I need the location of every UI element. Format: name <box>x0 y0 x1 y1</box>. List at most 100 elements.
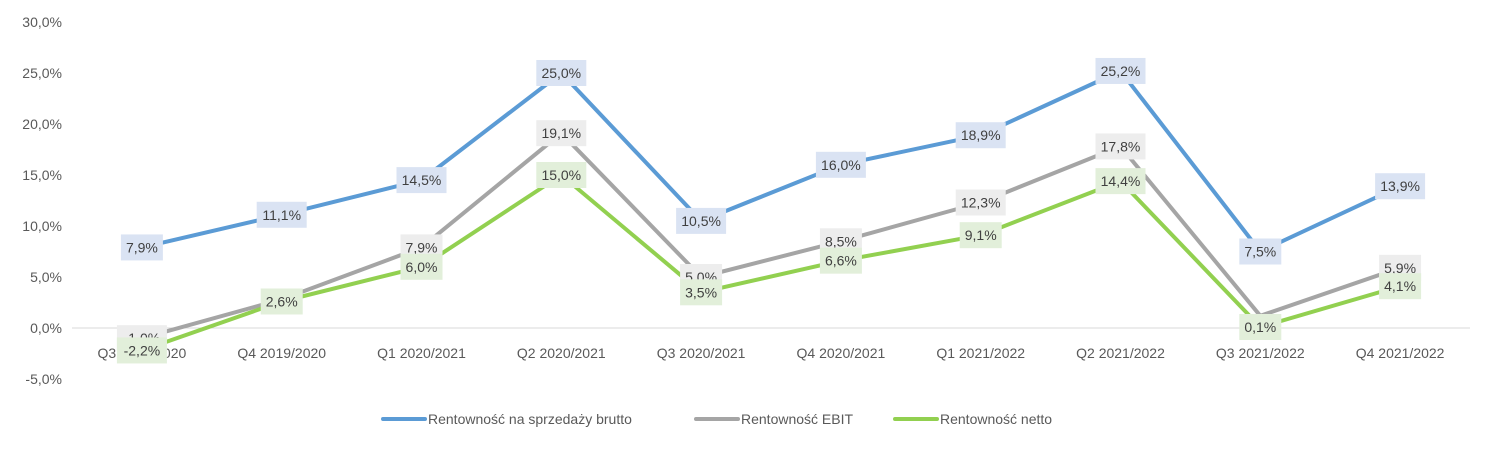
x-tick-label: Q1 2020/2021 <box>377 345 466 361</box>
data-label-box <box>959 222 1002 249</box>
data-label-text: 17,8% <box>1101 138 1141 154</box>
data-label: 6,6% <box>819 247 862 274</box>
data-label-box <box>1239 238 1282 265</box>
data-label: 14,4% <box>1095 168 1146 195</box>
data-label: 17,8% <box>1095 133 1146 160</box>
data-label-text: -2,2% <box>124 342 161 358</box>
legend-label: Rentowność EBIT <box>741 411 853 427</box>
legend: Rentowność na sprzedaży brutto Rentowność… <box>381 411 1052 427</box>
data-label-box <box>536 60 587 86</box>
data-label-text: 7,9% <box>126 239 158 255</box>
data-label-text: 5,9% <box>1384 260 1416 276</box>
data-label: 25,0% <box>536 60 587 86</box>
data-label: 4,1% <box>1379 273 1422 300</box>
data-label-box <box>120 234 163 261</box>
data-label-text: 6,6% <box>825 253 857 269</box>
data-label-box <box>1095 133 1146 160</box>
y-axis: -5,0% 0,0% 5,0% 10,0% 15,0% 20,0% 25,0% 30,0% <box>22 14 1470 387</box>
legend-item: Rentowność EBIT <box>694 411 853 427</box>
x-tick-label: Q3 2020/2021 <box>657 345 746 361</box>
data-label-text: 12,3% <box>961 195 1001 211</box>
data-label-text: 10,5% <box>681 213 721 229</box>
y-tick-label: 25,0% <box>22 65 62 81</box>
data-label-text: 6,0% <box>406 259 438 275</box>
data-label: 19,1% <box>536 120 587 147</box>
data-label-box <box>536 162 587 188</box>
data-label: 2,6% <box>260 288 303 315</box>
data-label-text: 2,6% <box>266 293 298 309</box>
y-tick-label: 30,0% <box>22 14 62 30</box>
data-label-box <box>819 247 862 274</box>
data-label: 10,5% <box>676 207 727 234</box>
data-label-text: 3,5% <box>685 284 717 300</box>
data-label: 7,9% <box>120 234 163 261</box>
y-tick-label: 5,0% <box>30 269 62 285</box>
data-label-text: 19,1% <box>541 125 581 141</box>
series-line-2 <box>139 131 1403 341</box>
data-label: 9,1% <box>959 222 1002 249</box>
data-label-box <box>955 189 1006 216</box>
data-label-box <box>536 120 587 147</box>
data-label-box <box>116 337 167 364</box>
data-label-box <box>256 201 307 228</box>
data-label-box <box>260 288 303 315</box>
data-label: -2,2% <box>116 337 167 364</box>
data-label-text: 13,9% <box>1380 178 1420 194</box>
data-label-text: 15,0% <box>541 167 581 183</box>
data-label-text: 18,9% <box>961 127 1001 143</box>
y-tick-label: 0,0% <box>30 320 62 336</box>
data-label-box <box>1375 173 1426 200</box>
x-tick-label: Q2 2020/2021 <box>517 345 606 361</box>
data-label-box <box>680 279 723 306</box>
data-label-text: 25,0% <box>541 65 581 81</box>
data-label-box <box>676 207 727 234</box>
data-label-box <box>1239 313 1282 340</box>
x-tick-label: Q3 2021/2022 <box>1216 345 1305 361</box>
data-label: 16,0% <box>815 151 866 178</box>
data-label: 3,5% <box>680 279 723 306</box>
data-label-text: 7,5% <box>1244 244 1276 260</box>
series-lines <box>139 69 1403 353</box>
data-label: 13,9% <box>1375 173 1426 200</box>
y-tick-label: 10,0% <box>22 218 62 234</box>
x-tick-label: Q4 2019/2020 <box>237 345 326 361</box>
data-label-box <box>955 122 1006 149</box>
data-label: 15,0% <box>536 162 587 188</box>
data-label-text: 14,5% <box>402 172 442 188</box>
y-tick-label: -5,0% <box>25 371 62 387</box>
data-label-text: 7,9% <box>406 239 438 255</box>
x-tick-label: Q2 2021/2022 <box>1076 345 1165 361</box>
y-tick-label: 15,0% <box>22 167 62 183</box>
data-label: 7,5% <box>1239 238 1282 265</box>
data-label-text: 9,1% <box>965 227 997 243</box>
data-label-box <box>1379 273 1422 300</box>
legend-label: Rentowność netto <box>940 411 1052 427</box>
data-label: 0,1% <box>1239 313 1282 340</box>
data-label-text: 14,4% <box>1101 173 1141 189</box>
data-label-text: 4,1% <box>1384 278 1416 294</box>
data-label: 14,5% <box>396 167 447 194</box>
data-label-text: 25,2% <box>1101 63 1141 79</box>
x-tick-label: Q4 2021/2022 <box>1356 345 1445 361</box>
legend-item: Rentowność netto <box>893 411 1052 427</box>
data-label: 6,0% <box>400 253 443 280</box>
legend-item: Rentowność na sprzedaży brutto <box>381 411 632 427</box>
data-label-box <box>400 253 443 280</box>
data-labels: 7,9% 11,1% 14,5% 25,0% 10,5% 16,0% 18,9% 25,2% 7… <box>116 57 1426 364</box>
data-label: 25,2% <box>1095 57 1146 84</box>
data-label: 11,1% <box>256 201 307 228</box>
series-line-3 <box>139 173 1403 353</box>
data-label-text: 8,5% <box>825 233 857 249</box>
data-label-text: 11,1% <box>262 207 301 223</box>
x-tick-label: Q1 2021/2022 <box>936 345 1025 361</box>
series-line-1 <box>139 69 1403 254</box>
y-tick-label: 20,0% <box>22 116 62 132</box>
data-label-box <box>396 167 447 194</box>
data-label-box <box>1095 57 1146 84</box>
data-label: 12,3% <box>955 189 1006 216</box>
data-label: 18,9% <box>955 122 1006 149</box>
data-label-box <box>815 151 866 178</box>
